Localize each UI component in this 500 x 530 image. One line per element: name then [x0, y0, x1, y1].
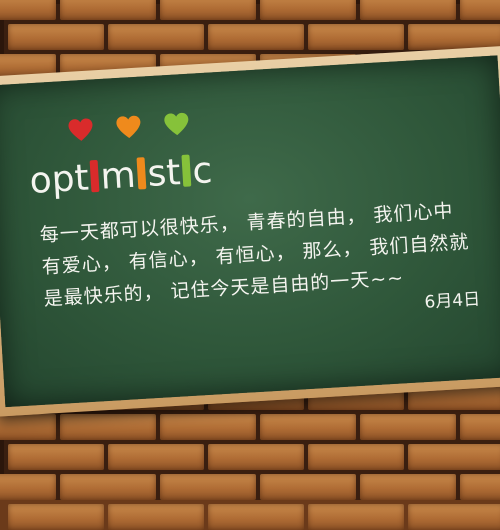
brick [308, 24, 404, 50]
brick [160, 414, 256, 440]
brick [108, 444, 204, 470]
brick [408, 504, 500, 530]
brick [0, 474, 56, 500]
brick [360, 0, 456, 20]
chalkboard: opt m st c 每一天都可以很快乐， 青春的自由， 我们心中 有爱心， 有信心，… [0, 45, 500, 417]
brick [460, 0, 500, 20]
orange-heart-icon [115, 114, 142, 141]
logo-text-m: m [99, 154, 137, 198]
optimistic-logo: opt m st c [29, 150, 214, 202]
chalk-writing: opt m st c 每一天都可以很快乐， 青春的自由， 我们心中 有爱心， 有信心，… [29, 111, 481, 313]
brick [208, 504, 304, 530]
brick [460, 474, 500, 500]
brick [260, 414, 356, 440]
brick [408, 444, 500, 470]
brick [208, 24, 304, 50]
brick [260, 474, 356, 500]
brick [308, 444, 404, 470]
brick [208, 444, 304, 470]
brick [60, 474, 156, 500]
brick [460, 414, 500, 440]
brick [360, 474, 456, 500]
logo-orange-i [136, 157, 147, 190]
brick [160, 474, 256, 500]
logo-text-st: st [146, 152, 182, 195]
logo-text-c: c [191, 150, 214, 193]
logo-text-opt: opt [28, 157, 90, 202]
brick [260, 0, 356, 20]
brick [60, 414, 156, 440]
brick [360, 414, 456, 440]
hearts-row [67, 111, 199, 159]
brick [8, 444, 104, 470]
brick [8, 24, 104, 50]
brick [0, 0, 56, 20]
red-heart-icon [67, 117, 94, 144]
brick [60, 0, 156, 20]
logo-red-i [89, 159, 100, 193]
brick [0, 414, 56, 440]
brick [408, 24, 500, 50]
green-heart-icon [163, 111, 190, 138]
brick [108, 24, 204, 50]
brick [308, 504, 404, 530]
logo-green-i [181, 154, 192, 187]
brick [160, 0, 256, 20]
date-label: 6月4日 [424, 289, 481, 313]
